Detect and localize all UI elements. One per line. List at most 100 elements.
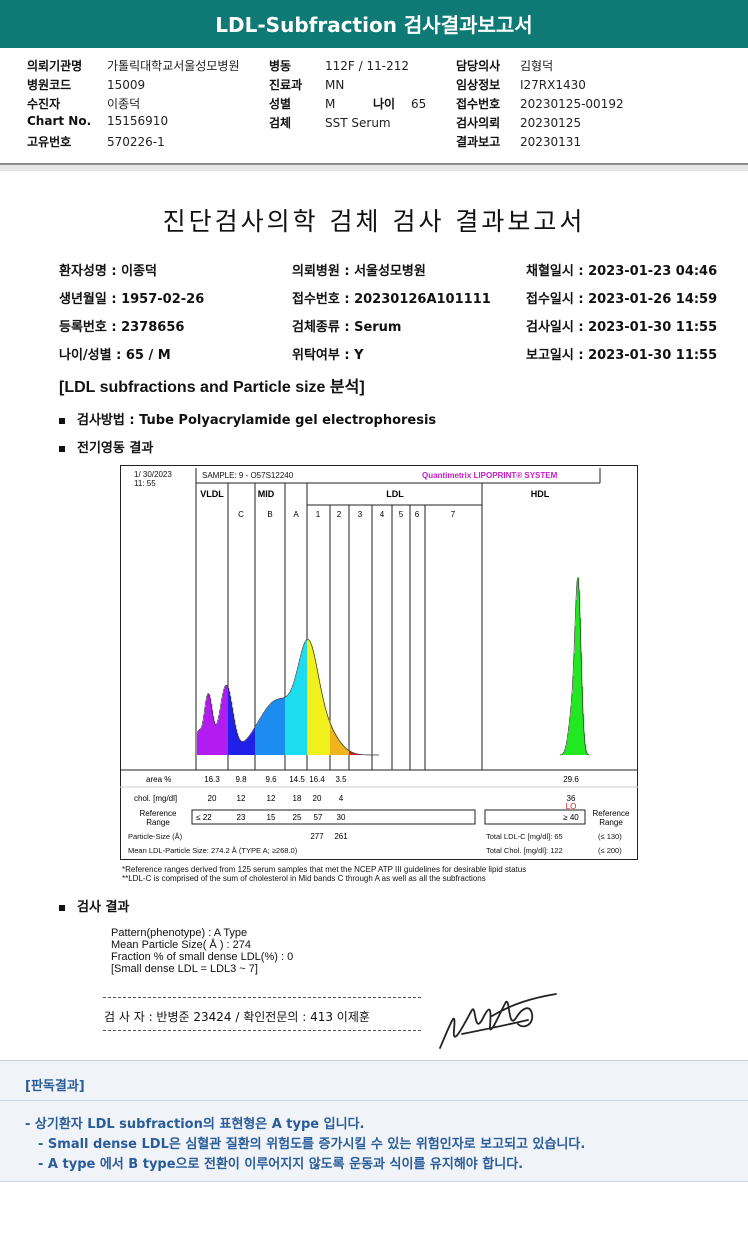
profile-fill-strip	[238, 736, 240, 755]
profile-fill-strip	[351, 751, 353, 755]
profile-fill-strip	[208, 693, 210, 755]
profile-fill-strip	[273, 701, 275, 755]
profile-fill-strip	[288, 694, 290, 755]
group-label-hdl: HDL	[531, 489, 550, 499]
hdl-low-flag: LO	[566, 802, 577, 811]
profile-fill-strip	[233, 713, 235, 755]
ref-label-right: Reference	[593, 809, 630, 818]
profile-fill-strip	[336, 735, 338, 755]
profile-fill-strip	[329, 719, 331, 755]
info-label: 임상정보	[456, 78, 501, 92]
group-label-vldl: VLDL	[200, 489, 224, 499]
profile-fill-strip	[199, 729, 201, 755]
info-value: 112F / 11-212	[325, 59, 409, 73]
profile-fill-strip	[262, 715, 264, 755]
profile-fill-strip	[215, 724, 217, 755]
profile-fill-strip	[285, 697, 287, 755]
profile-fill-strip	[355, 753, 357, 755]
profile-fill-strip	[237, 733, 239, 755]
profile-fill-strip	[345, 747, 347, 755]
info-value: 20230131	[520, 135, 582, 149]
profile-fill-strip	[234, 719, 236, 755]
table-cell: 9.6	[265, 775, 277, 784]
conclusion-panel	[0, 1060, 748, 1182]
profile-fill-strip	[212, 710, 214, 755]
profile-fill-strip	[343, 745, 345, 755]
hdl-fill-strip	[576, 600, 578, 755]
electrophoresis-chart: 1/ 30/2023 11: 55 SAMPLE: 9 - O57S12240 …	[120, 465, 638, 860]
profile-fill-strip	[242, 741, 244, 755]
profile-fill-strip	[303, 647, 305, 755]
profile-fill-strip	[331, 725, 333, 755]
info-label: 접수번호	[456, 97, 501, 111]
footnote-1: *Reference ranges derived from 125 serum…	[122, 865, 527, 874]
chart-time: 11: 55	[134, 479, 156, 488]
profile-fill-strip	[250, 734, 252, 755]
profile-fill-strip	[270, 704, 272, 755]
profile-fill-strip	[248, 737, 250, 755]
table-cell: 16.4	[309, 775, 325, 784]
profile-fill-strip	[307, 639, 309, 755]
profile-fill-strip	[263, 713, 265, 755]
profile-fill-strip	[266, 709, 268, 755]
profile-fill-strip	[278, 699, 280, 755]
birth-date: 생년월일 : 1957-02-26	[59, 292, 205, 307]
profile-fill-strip	[240, 740, 242, 755]
profile-fill-strip	[286, 696, 288, 755]
info-col2: 병동 112F / 11-212 진료과 MN 성별 M 나이 65 검체 SST Seru…	[269, 57, 426, 133]
profile-fill-strip	[326, 710, 328, 755]
info-label: 담당의사	[456, 59, 501, 73]
hdl-fill-strip	[564, 751, 566, 755]
profile-fill-strip	[226, 685, 228, 755]
profile-fill-strip	[265, 710, 267, 755]
hdl-cell: 29.6	[563, 775, 579, 784]
age-sex: 나이/성별 : 65 / M	[59, 348, 171, 363]
profile-fill-strip	[202, 725, 204, 755]
conclusion-divider	[0, 1100, 748, 1101]
ref-cell: 30	[337, 813, 346, 822]
band-label: 2	[337, 510, 342, 519]
profile-fill-strip	[269, 705, 271, 755]
profile-fill-strip	[319, 678, 321, 755]
profile-fill-strip	[229, 691, 231, 755]
table-cell: 14.5	[289, 775, 305, 784]
profile-fill-strip	[348, 750, 350, 755]
profile-fill-strip	[318, 673, 320, 755]
profile-fill-strip	[225, 686, 227, 755]
profile-fill-strip	[264, 712, 266, 755]
signature-line-top	[103, 997, 421, 998]
profile-fill-strip	[216, 724, 218, 755]
bullet-icon	[59, 445, 65, 452]
profile-fill-strip	[291, 689, 293, 755]
info-label: 성별	[269, 97, 292, 111]
info-label: 결과보고	[456, 135, 501, 149]
profile-fill-strip	[252, 731, 254, 755]
profile-fill-strip	[210, 698, 212, 755]
profile-fill-strip	[221, 703, 223, 755]
profile-fill-strip	[283, 698, 285, 755]
hdl-fill-strip	[570, 716, 572, 755]
profile-fill-strip	[211, 703, 213, 755]
profile-fill-strip	[246, 739, 248, 755]
hdl-fill-strip	[562, 754, 564, 755]
profile-fill-strip	[282, 698, 284, 755]
hdl-fill-strip	[572, 693, 574, 755]
info-col1: 의뢰기관명 가톨릭대학교서울성모병원 병원코드 15009 수진자 이종덕 Chart…	[27, 57, 239, 152]
profile-fill-strip	[299, 662, 301, 755]
hdl-fill-strip	[571, 706, 573, 755]
profile-fill-strip	[315, 658, 317, 755]
profile-fill-strip	[200, 729, 202, 755]
profile-fill-strip	[267, 707, 269, 755]
band-label: C	[238, 510, 244, 519]
profile-fill-strip	[313, 650, 315, 755]
profile-fill-strip	[204, 714, 206, 755]
band-label: 4	[380, 510, 385, 519]
profile-fill-strip	[197, 734, 199, 755]
signature-text: 검 사 자 : 반병준 23424 / 확인전문의 : 413 이제훈	[104, 1010, 370, 1024]
conclusion-line: - A type 에서 B type으로 전환이 이루어지지 않도록 운동과 식…	[38, 1157, 524, 1172]
info-value: 가톨릭대학교서울성모병원	[107, 59, 240, 73]
profile-fill-strip	[308, 639, 310, 755]
profile-fill-strip	[322, 693, 324, 755]
profile-fill-strip	[356, 753, 358, 755]
profile-fill-strip	[218, 719, 220, 755]
